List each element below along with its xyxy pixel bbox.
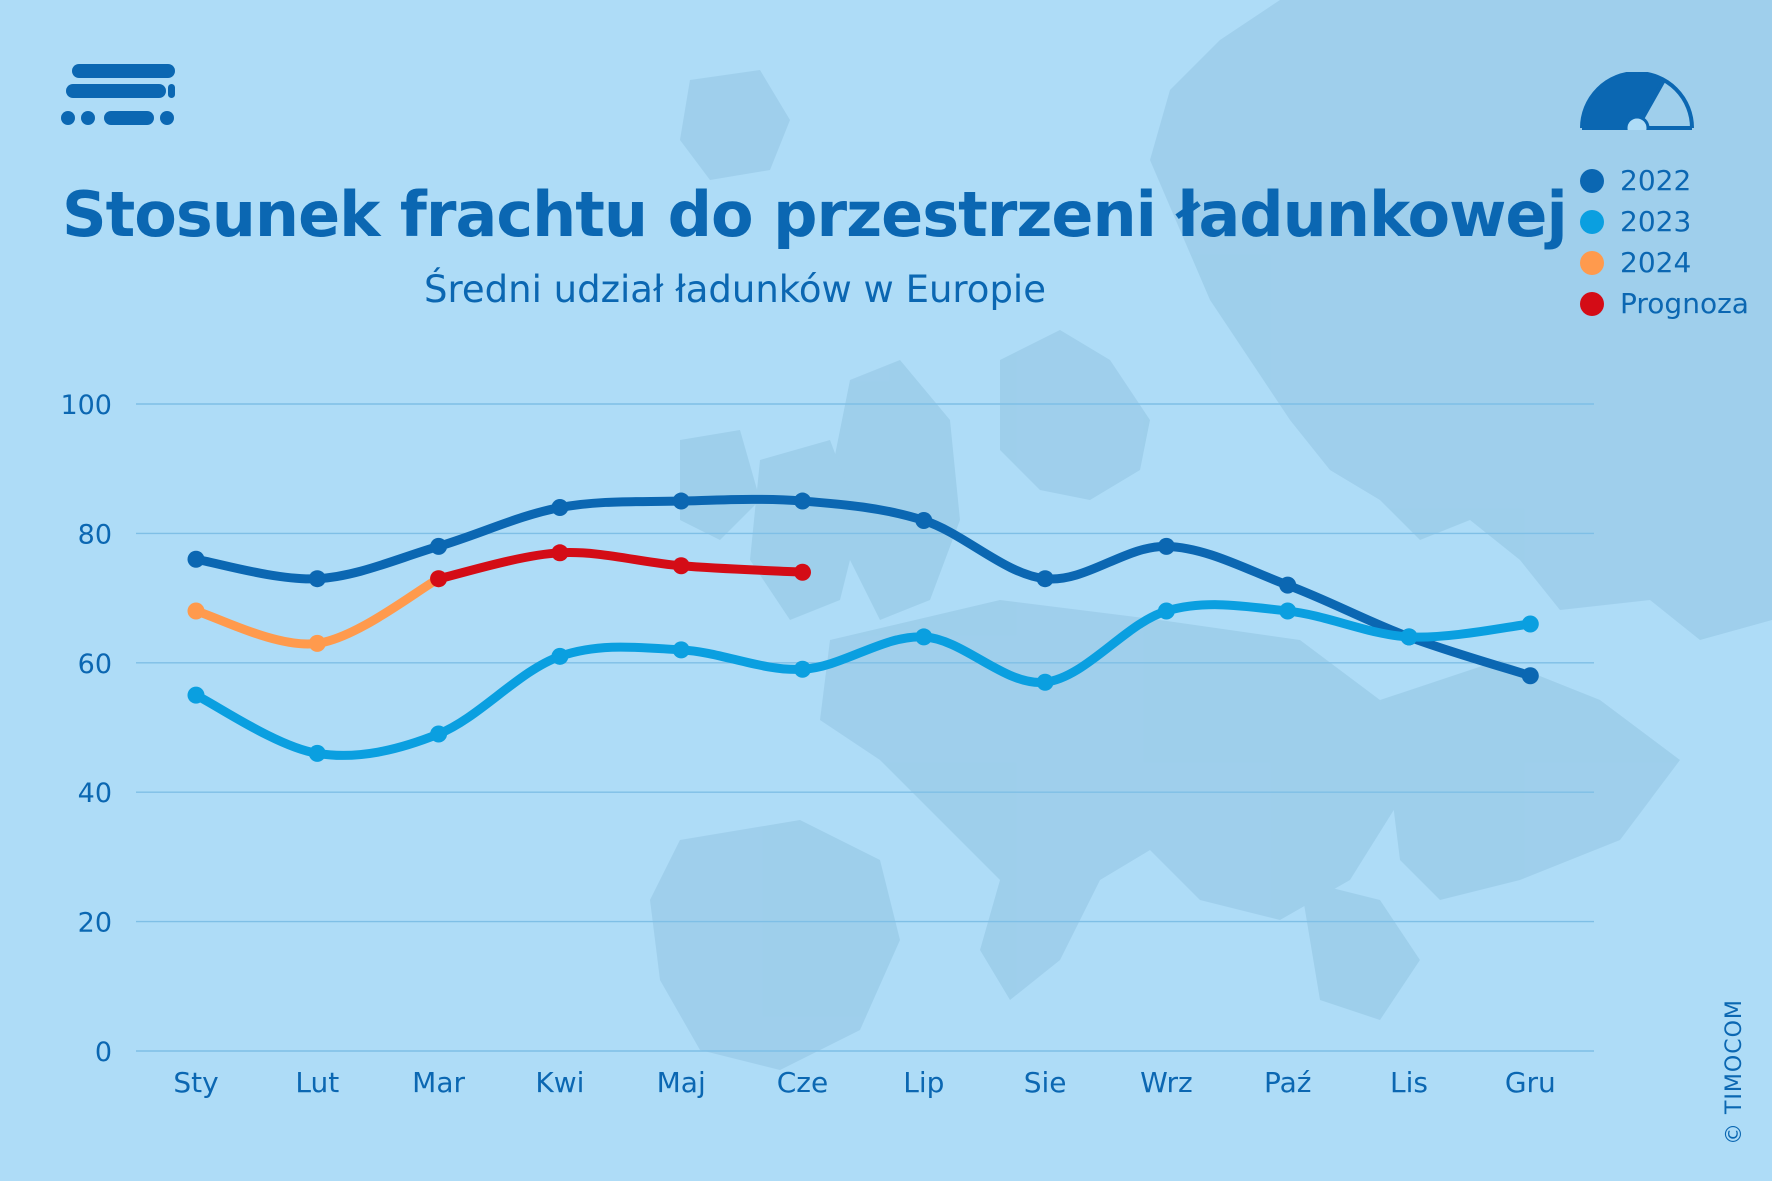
y-tick-label: 0	[95, 1037, 112, 1068]
data-point-2023	[1521, 615, 1539, 633]
legend-label-2024: 2024	[1620, 246, 1692, 279]
legend-label-2022: 2022	[1620, 164, 1692, 197]
legend-item-2024: 2024	[1580, 242, 1749, 283]
x-tick-label: Lip	[903, 1066, 944, 1099]
data-point-prognoza	[551, 544, 569, 562]
x-tick-label: Wrz	[1140, 1066, 1193, 1099]
x-tick-label: Paź	[1264, 1066, 1311, 1099]
data-point-2023	[1157, 602, 1175, 620]
y-tick-label: 60	[78, 649, 112, 680]
x-tick-label: Lis	[1390, 1066, 1428, 1099]
legend-swatch-2024	[1580, 250, 1604, 275]
y-tick-label: 100	[60, 390, 112, 421]
x-tick-label: Cze	[777, 1066, 828, 1099]
data-point-2022	[308, 570, 326, 588]
data-point-2022	[1279, 576, 1297, 594]
x-tick-label: Gru	[1505, 1066, 1556, 1099]
data-point-prognoza	[672, 557, 690, 575]
data-point-2023	[551, 647, 569, 665]
data-point-2023	[1279, 602, 1297, 620]
data-point-2023	[1400, 628, 1418, 646]
data-point-2022	[1036, 570, 1054, 588]
x-tick-label: Maj	[657, 1066, 706, 1099]
series-line-prognoza	[434, 548, 807, 584]
data-point-2022	[551, 499, 569, 517]
legend-label-2023: 2023	[1620, 205, 1692, 238]
data-point-2023	[794, 660, 811, 678]
data-point-2023	[1036, 673, 1054, 691]
data-point-2023	[187, 686, 205, 704]
data-point-2023	[915, 628, 933, 646]
legend-swatch-2023	[1580, 209, 1604, 234]
series-line-2022	[191, 494, 1535, 681]
series-line-2024	[191, 574, 444, 649]
data-point-2022	[794, 492, 811, 510]
legend-item-2023: 2023	[1580, 201, 1749, 242]
gauge-icon	[1580, 72, 1694, 130]
data-point-2022	[915, 511, 933, 529]
data-point-2022	[1157, 537, 1175, 555]
legend-swatch-2022	[1580, 168, 1604, 193]
data-point-2022	[1521, 667, 1539, 685]
x-tick-label: Sie	[1024, 1066, 1067, 1099]
x-tick-label: Mar	[412, 1066, 465, 1099]
data-point-prognoza	[794, 563, 811, 581]
y-tick-label: 80	[78, 519, 112, 550]
y-tick-label: 20	[78, 908, 112, 939]
x-tick-label: Lut	[295, 1066, 339, 1099]
chart-legend: 2022 2023 2024 Prognoza	[1580, 160, 1749, 324]
data-point-2023	[672, 641, 690, 659]
data-point-2022	[672, 492, 690, 510]
page-subtitle: Średni udział ładunków w Europie	[424, 268, 1046, 311]
data-point-2024	[187, 602, 205, 620]
legend-item-2022: 2022	[1580, 160, 1749, 201]
data-point-2022	[187, 550, 205, 568]
timocom-logo-icon	[61, 64, 175, 125]
data-point-prognoza	[430, 570, 448, 588]
page-title: Stosunek frachtu do przestrzeni ładunkow…	[62, 178, 1568, 251]
series-line-2023	[191, 600, 1535, 760]
x-tick-label: Kwi	[535, 1066, 584, 1099]
legend-item-prognoza: Prognoza	[1580, 283, 1749, 324]
x-tick-label: Sty	[173, 1066, 218, 1099]
copyright-text: © TIMOCOM	[1722, 999, 1747, 1145]
legend-swatch-prognoza	[1580, 291, 1604, 316]
data-point-2023	[308, 744, 326, 762]
y-tick-label: 40	[78, 778, 112, 809]
data-point-2023	[430, 725, 448, 743]
data-point-2024	[308, 634, 326, 652]
data-point-2022	[430, 537, 448, 555]
legend-label-prognoza: Prognoza	[1620, 287, 1749, 320]
